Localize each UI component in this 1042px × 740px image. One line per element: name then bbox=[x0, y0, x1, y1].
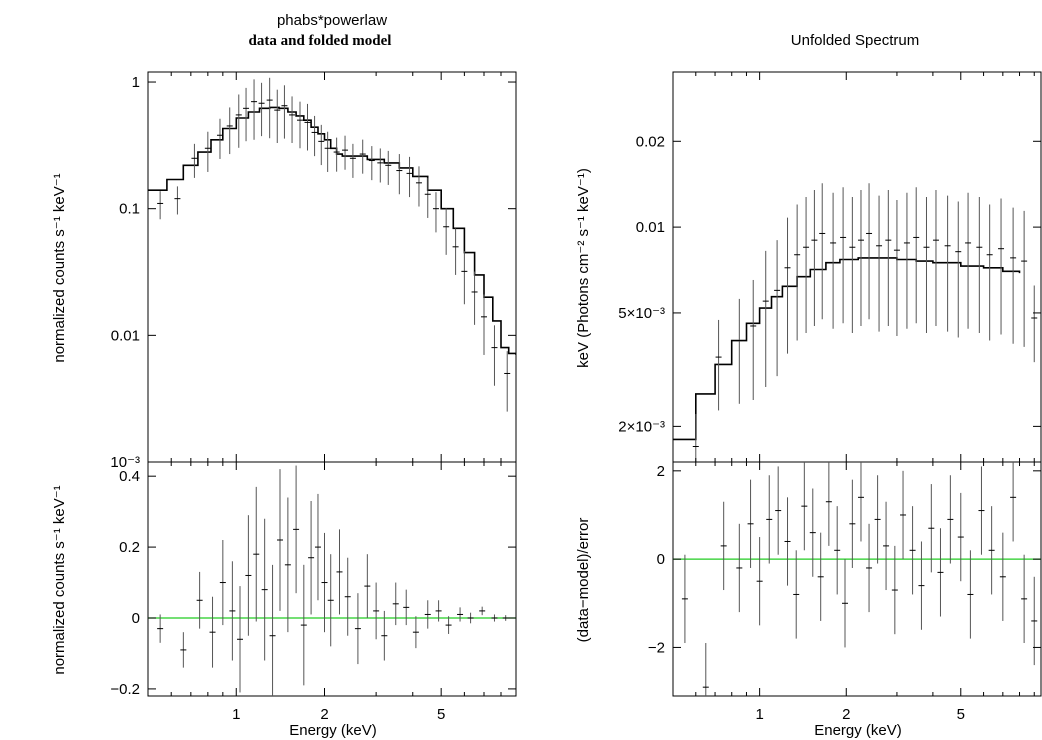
y-tick-label: 0.1 bbox=[119, 201, 140, 218]
left-top-ylabel: normalized counts s⁻¹ keV⁻¹ bbox=[51, 173, 68, 362]
left-title: phabs*powerlaw bbox=[277, 12, 387, 29]
right-top-ylabel: keV (Photons cm⁻² s⁻¹ keV⁻¹) bbox=[575, 168, 592, 368]
y-tick-label: 5×10⁻³ bbox=[618, 305, 665, 322]
panel-plot-area bbox=[148, 77, 516, 412]
plot-panels: 1 0.1 0.01 10⁻³ 1 2 5 0.4 0.2 0 −0.2 0.02 0.01 5×10⁻³… bbox=[110, 71, 1042, 723]
panel-plot-area bbox=[673, 462, 1041, 696]
model-step-line bbox=[148, 106, 516, 355]
right-bottom-ylabel: (data−model)/error bbox=[575, 518, 592, 643]
y-tick-label: −0.2 bbox=[110, 681, 140, 698]
right-xlabel: Energy (keV) bbox=[814, 722, 902, 739]
x-tick-label: 1 bbox=[232, 706, 240, 723]
y-tick-label: 0 bbox=[657, 551, 665, 568]
panel-1: 1 2 5 0.4 0.2 0 −0.2 bbox=[110, 461, 517, 723]
y-tick-label: 10⁻³ bbox=[110, 454, 140, 471]
x-tick-label: 2 bbox=[842, 706, 850, 723]
y-tick-label: 0.01 bbox=[111, 327, 140, 344]
right-title: Unfolded Spectrum bbox=[791, 32, 919, 49]
panel-frame bbox=[147, 461, 517, 697]
x-tick-label: 2 bbox=[320, 706, 328, 723]
y-tick-label: 0.4 bbox=[119, 468, 140, 485]
y-tick-label: −2 bbox=[648, 639, 665, 656]
y-tick-label: 0.02 bbox=[636, 133, 665, 150]
panel-plot-area bbox=[673, 183, 1038, 462]
panel-3: 1 2 5 2 0 −2 bbox=[648, 461, 1042, 723]
panel-plot-area bbox=[148, 465, 516, 696]
y-tick-label: 0 bbox=[132, 610, 140, 627]
y-tick-label: 2 bbox=[657, 463, 665, 480]
panel-0: 1 0.1 0.01 10⁻³ bbox=[110, 71, 517, 471]
left-xlabel: Energy (keV) bbox=[289, 722, 377, 739]
y-tick-label: 0.01 bbox=[636, 219, 665, 236]
y-tick-label: 2×10⁻³ bbox=[618, 418, 665, 435]
panel-frame bbox=[147, 71, 517, 463]
panel-2: 0.02 0.01 5×10⁻³ 2×10⁻³ bbox=[618, 71, 1042, 463]
x-tick-label: 5 bbox=[957, 706, 965, 723]
left-bottom-ylabel: normalized counts s⁻¹ keV⁻¹ bbox=[51, 485, 68, 674]
x-tick-label: 5 bbox=[437, 706, 445, 723]
left-subtitle: data and folded model bbox=[249, 33, 392, 49]
panel-frame bbox=[672, 461, 1042, 697]
y-tick-label: 0.2 bbox=[119, 539, 140, 556]
model-step-line bbox=[673, 257, 1021, 441]
y-tick-label: 1 bbox=[132, 74, 140, 91]
x-tick-label: 1 bbox=[755, 706, 763, 723]
